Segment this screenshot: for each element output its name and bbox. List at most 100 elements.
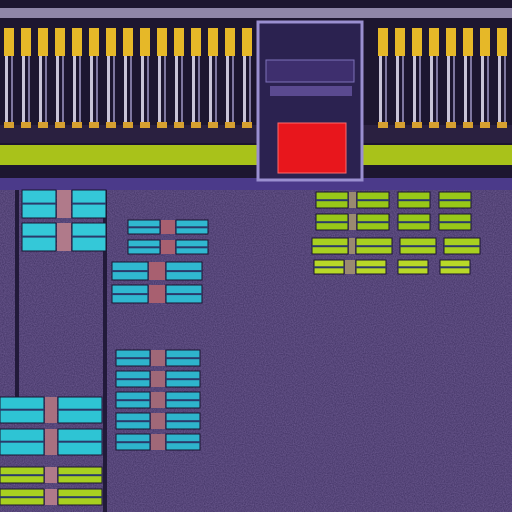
io-stripe [226,56,229,122]
io-pad [174,28,184,56]
cell-divider [116,378,150,381]
cell-divider [444,245,480,248]
io-tab [174,122,184,128]
io-tab [480,122,490,128]
io-tab [106,122,116,128]
cell-divider [128,246,160,249]
io-stripe [453,56,455,122]
band-shadow [0,125,512,143]
io-tab [208,122,218,128]
cell-spine [45,489,57,505]
cell-divider [116,399,150,402]
cell-divider [0,440,44,443]
io-stripe [164,56,166,122]
io-stripe [141,56,144,122]
cell-divider [22,202,56,205]
io-tab [55,122,65,128]
cell-spine [151,371,165,387]
logic-blocks [0,189,481,506]
rail [15,190,19,400]
cell-divider [0,496,44,499]
io-stripe [249,56,251,122]
io-pad [4,28,14,56]
io-stripe [107,56,110,122]
cell-divider [166,293,202,296]
cell-divider [400,245,436,248]
io-stripe [79,56,81,122]
cell-divider [357,199,389,202]
io-stripe [62,56,64,122]
io-tab [225,122,235,128]
cell-spine [161,220,175,234]
cell-divider [166,420,200,423]
io-stripe [39,56,42,122]
cell-divider [312,245,348,248]
cell-divider [166,399,200,402]
cell-divider [398,221,430,224]
io-columns [4,28,507,128]
cell-spine [349,214,356,230]
io-stripe [175,56,178,122]
cell-spine [151,350,165,366]
rail [103,190,107,512]
cell-divider [166,378,200,381]
cell-divider [166,270,202,273]
cell-spine [349,192,356,208]
io-stripe [447,56,450,122]
cell-divider [72,202,106,205]
io-pad [72,28,82,56]
io-pad [123,28,133,56]
cell-spine [151,434,165,450]
io-stripe [436,56,438,122]
io-tab [429,122,439,128]
io-pad [395,28,405,56]
cell-divider [166,441,200,444]
cell-spine [349,238,355,254]
cell-spine [149,262,165,280]
io-stripe [232,56,234,122]
io-tab [395,122,405,128]
io-pad [412,28,422,56]
io-stripe [396,56,399,122]
io-stripe [28,56,30,122]
io-tab [140,122,150,128]
io-tab [497,122,507,128]
io-stripe [124,56,127,122]
io-tab [378,122,388,128]
io-stripe [419,56,421,122]
io-pad [140,28,150,56]
io-tab [4,122,14,128]
io-stripe [147,56,149,122]
cell-divider [72,235,106,238]
cell-spine [151,392,165,408]
cell-divider [357,221,389,224]
cell-divider [439,221,471,224]
cell-divider [112,270,148,273]
io-pad [463,28,473,56]
cell-spine [345,260,355,274]
cell-divider [116,357,150,360]
cell-spine [161,240,175,254]
io-stripe [487,56,489,122]
io-stripe [470,56,472,122]
io-stripe [198,56,200,122]
io-pad [480,28,490,56]
top-rail [0,8,512,18]
io-stripe [158,56,161,122]
cell-divider [439,199,471,202]
cell-divider [58,496,102,499]
io-stripe [45,56,47,122]
io-pad [225,28,235,56]
io-pad [21,28,31,56]
cell-divider [22,235,56,238]
io-pad [157,28,167,56]
io-tab [72,122,82,128]
io-stripe [5,56,8,122]
io-stripe [96,56,98,122]
red-block [277,122,347,174]
cell-divider [58,474,102,477]
io-pad [446,28,456,56]
io-stripe [215,56,217,122]
cell-spine [45,467,57,483]
